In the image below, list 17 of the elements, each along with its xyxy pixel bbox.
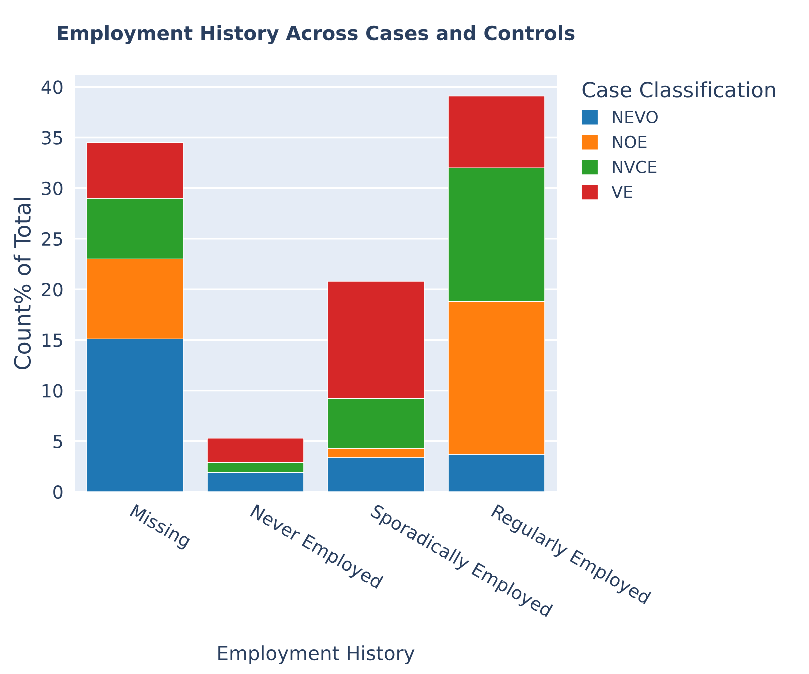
y-tick-label: 5 xyxy=(54,435,62,449)
legend-label: NVCE xyxy=(613,160,657,174)
legend-label: NOE xyxy=(613,136,647,149)
y-tick-label: 35 xyxy=(42,131,62,145)
x-axis-title: Employment History xyxy=(218,646,415,664)
y-tick-label: 10 xyxy=(42,384,63,398)
y-tick-label: 25 xyxy=(42,232,62,246)
legend-title: Case Classification xyxy=(582,82,776,98)
y-tick-label: 40 xyxy=(42,80,63,94)
y-tick-label: 0 xyxy=(54,485,63,500)
y-axis-title: Count% of Total xyxy=(14,198,32,370)
y-tick-label: 30 xyxy=(42,182,63,196)
chart-title: Employment History Across Cases and Controls xyxy=(58,26,575,44)
legend-label: NEVO xyxy=(613,110,658,124)
y-tick-label: 15 xyxy=(42,334,62,348)
legend-label: VE xyxy=(612,186,633,198)
y-tick-label: 20 xyxy=(42,283,63,297)
